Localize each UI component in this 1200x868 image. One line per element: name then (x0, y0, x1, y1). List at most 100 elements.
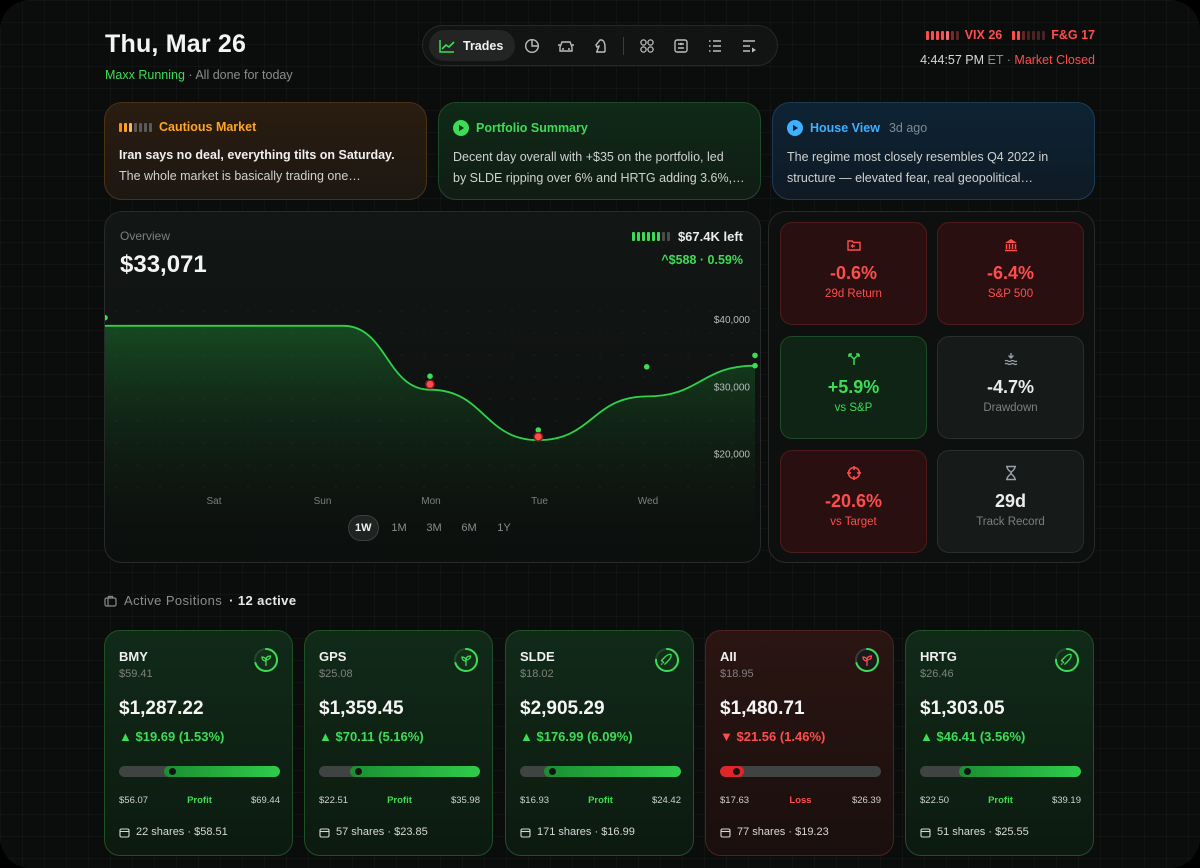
pnl-status: Profit (588, 795, 613, 806)
trade-marker-buy[interactable] (535, 427, 542, 433)
calendar-icon (119, 827, 130, 838)
nav-tab-trades[interactable]: Trades (429, 30, 516, 61)
buying-power: $67.4K left (631, 229, 743, 244)
current-price: $59.41 (119, 668, 153, 680)
positions-count: · 12 active (229, 593, 297, 608)
chart-area (105, 325, 755, 562)
range-3m[interactable]: 3M (426, 522, 442, 534)
card-text-1: Decent day overall with +$35 on the port… (453, 150, 724, 164)
shares-text: 57 shares · $23.85 (336, 826, 428, 838)
position-value: $1,480.71 (720, 698, 805, 719)
range-labels: $22.50 Profit $39.19 (920, 795, 1081, 806)
folder-return-icon (846, 237, 862, 253)
fear-greed-indicator[interactable]: F&G 17 (1012, 28, 1095, 42)
play-icon (453, 120, 469, 136)
range-labels: $22.51 Profit $35.98 (319, 795, 480, 806)
nav-tab-list[interactable] (698, 30, 732, 61)
card-title: Portfolio Summary (476, 121, 588, 135)
position-change: ▲ $19.69 (1.53%) (119, 729, 225, 744)
shares-info: 77 shares · $19.23 (720, 826, 829, 838)
trade-marker-buy[interactable] (427, 373, 433, 379)
house-view-card[interactable]: House View 3d ago The regime most closel… (772, 102, 1095, 200)
position-card[interactable]: SLDE $18.02 $2,905.29 ▲ $176.99 (6.09%) $16.… (505, 630, 694, 856)
clock-timezone: ET · (987, 53, 1011, 67)
overview-label: Overview (120, 229, 171, 243)
shares-text: 171 shares · $16.99 (537, 826, 635, 838)
range-low: $56.07 (119, 795, 149, 806)
position-card[interactable]: GPS $25.08 $1,359.45 ▲ $70.11 (5.16%) $22.51… (304, 630, 493, 856)
trade-marker-buy[interactable] (752, 352, 758, 359)
nav-tab-scan[interactable] (664, 30, 698, 61)
stat-value: -20.6% (824, 491, 883, 511)
stat-vs-sp[interactable]: +5.9% vs S&P (780, 336, 927, 439)
x-tick-label: Wed (638, 496, 658, 507)
trade-marker-sell[interactable] (425, 379, 435, 390)
crosshair-icon (846, 465, 862, 481)
series-line (105, 324, 756, 442)
trade-marker-buy[interactable] (643, 364, 650, 370)
card-age: 3d ago (888, 121, 928, 135)
list-icon (709, 39, 722, 52)
x-tick-label: Tue (531, 496, 548, 507)
playlist-icon (743, 39, 757, 52)
pnl-status: Profit (187, 795, 212, 806)
range-high: $24.42 (651, 795, 681, 806)
top-nav: Trades (422, 25, 778, 66)
stat-sp500[interactable]: -6.4% S&P 500 (937, 222, 1084, 325)
pie-chart-icon (525, 38, 540, 53)
nav-tab-playlist[interactable] (732, 30, 766, 61)
fg-label: F&G 17 (1051, 28, 1095, 42)
stat-track-record[interactable]: 29d Track Record (937, 450, 1084, 553)
price-range-bar (319, 766, 480, 777)
position-card[interactable]: BMY $59.41 $1,287.22 ▲ $19.69 (1.53%) $56.07… (104, 630, 293, 856)
range-high: $35.98 (450, 795, 480, 806)
grid-apps-icon (640, 38, 655, 53)
positions-heading: Active Positions · 12 active (104, 593, 296, 608)
stat-drawdown[interactable]: -4.7% Drawdown (937, 336, 1084, 439)
range-6m[interactable]: 6M (461, 522, 477, 534)
stat-29d-return[interactable]: -0.6% 29d Return (780, 222, 927, 325)
stat-value: -0.6% (829, 263, 878, 283)
range-low: $22.51 (319, 795, 349, 806)
price-range-bar (520, 766, 681, 777)
trade-marker-buy[interactable] (105, 314, 108, 321)
price-range-bar (119, 766, 280, 777)
shares-info: 171 shares · $16.99 (520, 826, 635, 838)
nav-tab-garage[interactable] (549, 30, 583, 61)
stat-label: vs S&P (834, 402, 873, 414)
overview-panel: Overview $33,071 $67.4K left ^$588 · 0.5… (104, 211, 761, 563)
position-change: ▲ $70.11 (5.16%) (319, 729, 424, 744)
vix-indicator[interactable]: VIX 26 (925, 28, 1002, 42)
range-1y[interactable]: 1Y (497, 522, 511, 534)
cautious-market-card[interactable]: Cautious Market Iran says no deal, every… (104, 102, 427, 200)
trade-marker-sell[interactable] (533, 431, 544, 442)
trade-marker-end[interactable] (752, 362, 758, 369)
page-date: Thu, Mar 26 (105, 30, 247, 58)
portfolio-summary-card[interactable]: Portfolio Summary Decent day overall wit… (438, 102, 761, 200)
stat-value: -4.7% (986, 377, 1035, 397)
nav-tab-strategy[interactable] (583, 30, 617, 61)
position-card[interactable]: HRTG $26.46 $1,303.05 ▲ $46.41 (3.56%) $22.5… (905, 630, 1094, 856)
current-price: $25.08 (319, 668, 353, 680)
nav-tab-apps[interactable] (630, 30, 664, 61)
card-body: Decent day overall with +$35 on the port… (453, 147, 746, 189)
nav-active-label: Trades (463, 38, 504, 53)
calendar-icon (520, 827, 531, 838)
rocket-icon (1055, 648, 1079, 672)
positions-title: Active Positions (124, 593, 223, 608)
overview-chart[interactable]: $40,000 $30,000 $20,000 Sat Sun Mon Tue Wed (105, 212, 761, 563)
range-1m[interactable]: 1M (391, 522, 407, 534)
stat-vs-target[interactable]: -20.6% vs Target (780, 450, 927, 553)
current-price: $26.46 (920, 668, 954, 680)
market-status: Market Closed (1014, 53, 1095, 67)
range-1w[interactable]: 1W (348, 515, 379, 541)
chess-knight-icon (595, 38, 607, 53)
card-header: Cautious Market (119, 120, 412, 134)
position-card[interactable]: AII $18.95 $1,480.71 ▼ $21.56 (1.46%) $17.63… (705, 630, 894, 856)
shares-info: 51 shares · $25.55 (920, 826, 1029, 838)
status-line: Maxx Running · All done for today (105, 68, 293, 82)
portfolio-value: $33,071 (120, 251, 207, 278)
nav-tab-allocation[interactable] (515, 30, 549, 61)
stat-label: Track Record (976, 516, 1045, 528)
